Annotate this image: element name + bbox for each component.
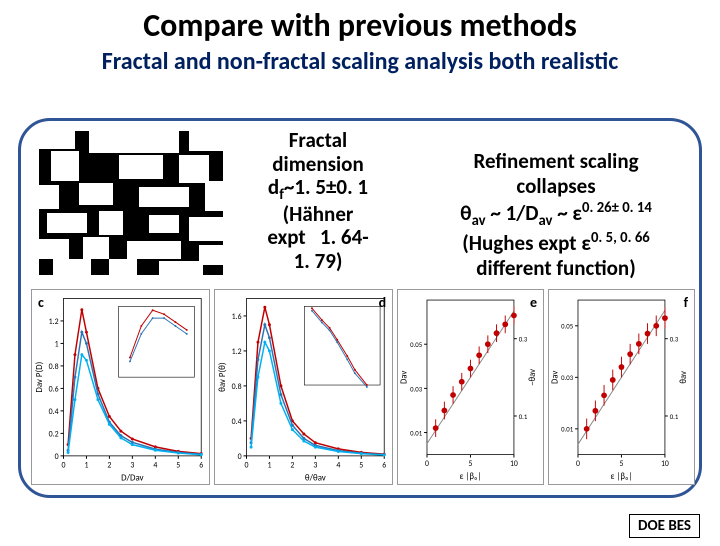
refinement-text: Refinement scaling collapses θav ~ 1/Dav… xyxy=(421,149,691,281)
svg-text:−θav: −θav xyxy=(528,369,538,386)
svg-text:1: 1 xyxy=(84,462,88,471)
svg-text:0.4: 0.4 xyxy=(232,418,242,427)
chart-d: d 0 1 2 3 4 5 6 0 0.4 0.8 1.2 1.6 θ/θav θav P(θ) xyxy=(214,289,393,485)
svg-text:Dav: Dav xyxy=(551,371,561,384)
svg-text:1: 1 xyxy=(268,462,272,471)
fractal-line2: dimension xyxy=(233,153,403,177)
refine-line1: Refinement scaling xyxy=(421,149,691,174)
chart-c-label: c xyxy=(38,294,44,311)
svg-text:0: 0 xyxy=(245,462,249,471)
svg-text:Dav P(D): Dav P(D) xyxy=(35,361,45,392)
main-panel: Fractal dimension df~1. 5±0. 1 (Hähner e… xyxy=(18,118,702,498)
refine-line4: (Hughes expt ε0. 5, 0. 66 xyxy=(421,229,691,256)
svg-text:0.01: 0.01 xyxy=(410,429,423,437)
svg-text:1.6: 1.6 xyxy=(232,313,242,322)
svg-text:0.3: 0.3 xyxy=(670,336,679,344)
svg-text:2: 2 xyxy=(107,462,111,471)
svg-text:5: 5 xyxy=(359,462,363,471)
svg-text:1.2: 1.2 xyxy=(232,348,242,357)
svg-text:4: 4 xyxy=(336,462,340,471)
svg-text:ε |β₀|: ε |β₀| xyxy=(611,472,633,482)
refine-line2: collapses xyxy=(421,174,691,199)
svg-text:3: 3 xyxy=(130,462,134,471)
fractal-line6: 1. 79) xyxy=(233,250,403,274)
chart-f-label: f xyxy=(684,294,688,311)
svg-text:0.4: 0.4 xyxy=(49,408,59,417)
svg-text:0.03: 0.03 xyxy=(561,374,574,382)
fractal-line1: Fractal xyxy=(233,129,403,153)
svg-text:Dav: Dav xyxy=(400,371,410,384)
refine-line5: different function) xyxy=(421,256,691,281)
svg-text:0.8: 0.8 xyxy=(232,383,242,392)
refine-line3: θav ~ 1/Dav ~ ε0. 26± 0. 14 xyxy=(421,199,691,230)
chart-d-label: d xyxy=(379,294,387,311)
svg-text:1.2: 1.2 xyxy=(49,318,59,327)
svg-text:θav P(θ): θav P(θ) xyxy=(218,362,228,392)
svg-text:0.2: 0.2 xyxy=(49,430,59,439)
svg-text:3: 3 xyxy=(313,462,317,471)
svg-text:0.03: 0.03 xyxy=(410,385,423,393)
svg-text:2: 2 xyxy=(290,462,294,471)
fractal-image xyxy=(39,131,223,275)
svg-text:5: 5 xyxy=(469,460,473,469)
chart-e-label: e xyxy=(530,294,537,311)
chart-c: c 0 1 2 3 4 5 6 0 0.2 0.4 0.6 0.8 1 1.2 D/Dav Dav P(D) xyxy=(31,289,210,485)
svg-text:6: 6 xyxy=(199,462,203,471)
chart-e: e 0 5 10 0.01 0.03 0.05 0.1 0.3 −θav ε |β₀| Dav xyxy=(397,289,544,485)
svg-text:0.3: 0.3 xyxy=(519,336,528,344)
svg-text:5: 5 xyxy=(176,462,180,471)
svg-text:4: 4 xyxy=(153,462,157,471)
svg-text:0: 0 xyxy=(425,460,429,469)
fractal-line4: (Hähner xyxy=(233,203,403,227)
chart-row: c 0 1 2 3 4 5 6 0 0.2 0.4 0.6 0.8 1 1.2 D/Dav Dav P(D) d… xyxy=(31,289,695,485)
svg-text:0.6: 0.6 xyxy=(49,385,59,394)
svg-text:0: 0 xyxy=(576,460,580,469)
page-title: Compare with previous methods xyxy=(0,6,720,45)
page-subtitle: Fractal and non-fractal scaling analysis… xyxy=(0,47,720,76)
fractal-dimension-text: Fractal dimension df~1. 5±0. 1 (Hähner e… xyxy=(233,129,403,273)
svg-text:ε |β₀|: ε |β₀| xyxy=(460,472,482,482)
svg-text:0.01: 0.01 xyxy=(561,426,574,434)
svg-text:5: 5 xyxy=(620,460,624,469)
svg-text:θav: θav xyxy=(679,371,689,384)
svg-text:0: 0 xyxy=(238,453,242,462)
svg-text:0.8: 0.8 xyxy=(49,363,59,372)
svg-text:10: 10 xyxy=(661,460,669,469)
svg-text:0: 0 xyxy=(61,462,65,471)
fractal-line3: df~1. 5±0. 1 xyxy=(233,176,403,203)
svg-text:0.1: 0.1 xyxy=(519,413,528,421)
svg-text:6: 6 xyxy=(382,462,386,471)
svg-text:0: 0 xyxy=(55,453,59,462)
svg-text:0.05: 0.05 xyxy=(410,341,423,349)
chart-f: f 0 5 10 0.01 0.03 0.05 0.1 0.3 θav ε |β₀| Dav xyxy=(548,289,695,485)
svg-text:θ/θav: θ/θav xyxy=(305,473,326,483)
svg-text:10: 10 xyxy=(510,460,518,469)
svg-text:1: 1 xyxy=(55,340,59,349)
svg-text:0.1: 0.1 xyxy=(670,413,679,421)
svg-text:0.05: 0.05 xyxy=(561,323,574,331)
footer-badge: DOE BES xyxy=(629,514,700,538)
fractal-line5: expt 1. 64- xyxy=(233,226,403,250)
svg-text:D/Dav: D/Dav xyxy=(121,473,143,483)
